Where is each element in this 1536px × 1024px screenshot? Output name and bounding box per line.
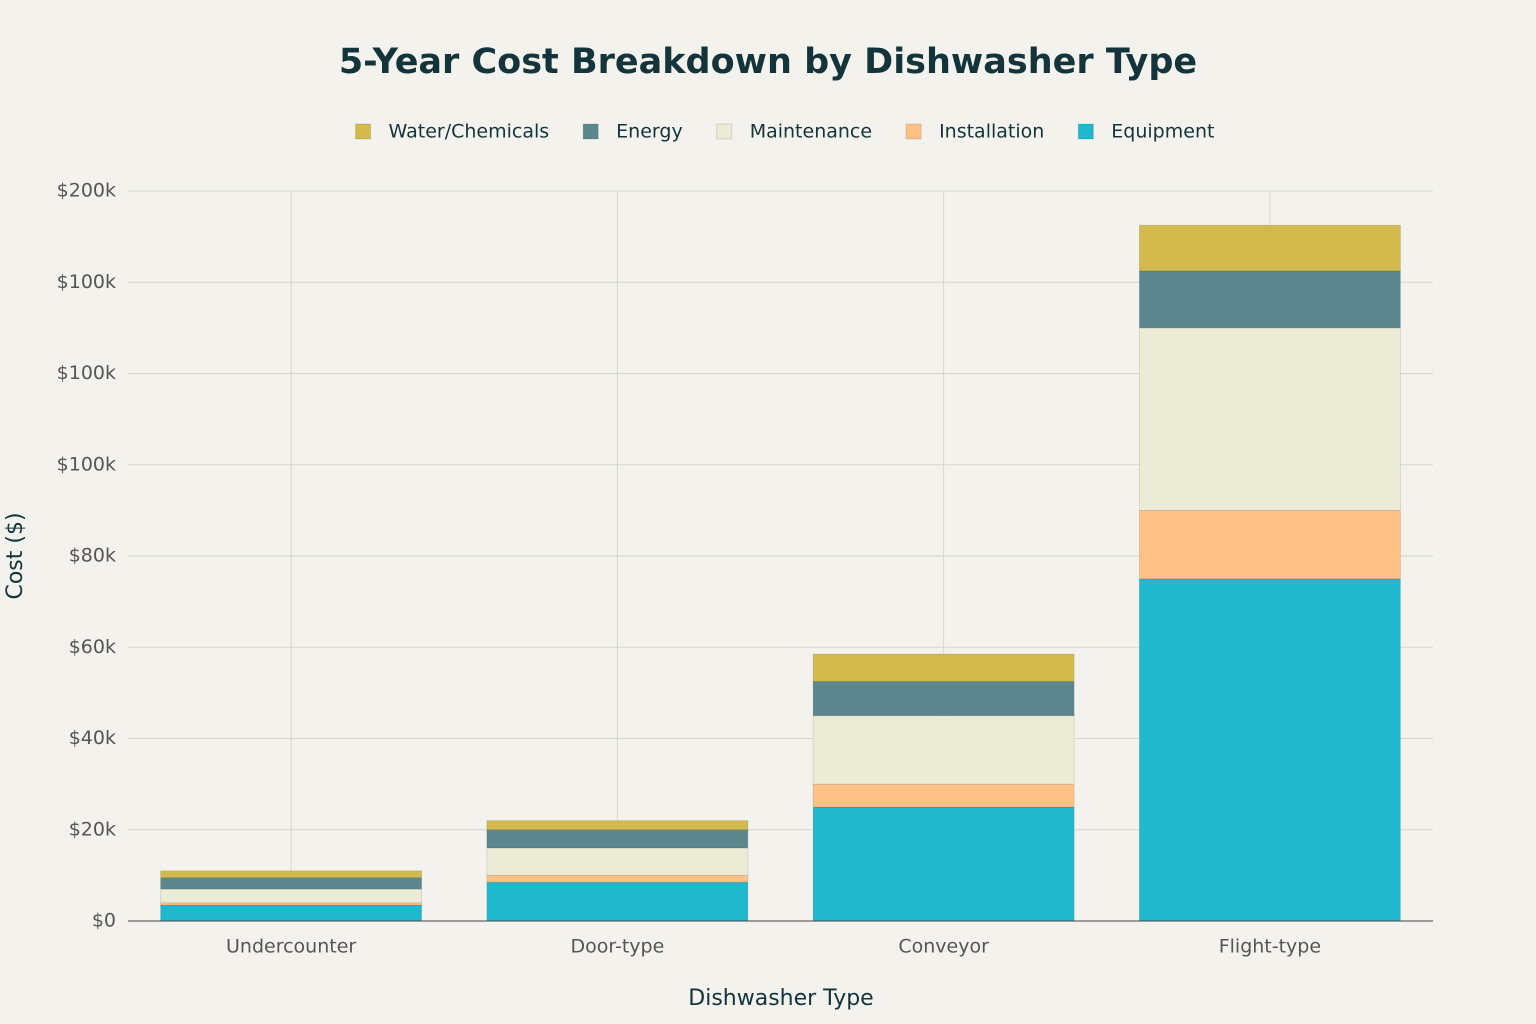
y-tick-label: $60k [69, 636, 116, 658]
legend-label: Energy [616, 121, 683, 143]
bar-segment [812, 653, 1075, 682]
legend-swatch [582, 123, 599, 140]
legend-label: Water/Chemicals [389, 121, 550, 143]
y-tick-label: $200k [57, 180, 116, 202]
bar-segment [812, 806, 1075, 922]
y-axis-title: Cost ($) [3, 512, 28, 599]
bar-segment [160, 888, 423, 904]
bar-segment [1138, 270, 1401, 329]
y-tick-label: $20k [69, 818, 116, 840]
y-tick-label: $0 [92, 910, 116, 932]
x-axis-title: Dishwasher Type [688, 986, 873, 1011]
y-tick-label: $100k [57, 453, 116, 475]
x-tick-label: Door-type [570, 936, 664, 958]
legend-swatch [716, 123, 733, 140]
bar-segment [160, 904, 423, 922]
legend: Water/Chemicals Energy Maintenance Installa… [355, 121, 1214, 143]
y-tick-label: $100k [57, 362, 116, 384]
bar-segment [1138, 327, 1401, 511]
bar-segment [812, 715, 1075, 785]
chart-title: 5-Year Cost Breakdown by Dishwasher Type [339, 42, 1197, 82]
legend-swatch [905, 123, 922, 140]
bar-segment [812, 681, 1075, 717]
y-tick-label: $100k [57, 271, 116, 293]
bar-segment [486, 881, 749, 922]
bar-segment [160, 870, 423, 879]
x-tick-label: Conveyor [898, 936, 989, 958]
legend-label: Maintenance [750, 121, 872, 143]
bar-segment [1138, 224, 1401, 272]
bar-segment [486, 847, 749, 876]
bar-segment [160, 877, 423, 890]
y-tick-label: $40k [69, 727, 116, 749]
bar-segment [486, 820, 749, 831]
bar-segment [486, 829, 749, 849]
legend-swatch [1077, 123, 1094, 140]
legend-label: Equipment [1111, 121, 1214, 143]
y-tick-label: $80k [69, 545, 116, 567]
x-tick-label: Flight-type [1219, 936, 1321, 958]
bar-segment [1138, 578, 1401, 922]
legend-label: Installation [939, 121, 1044, 143]
bar-segment [812, 783, 1075, 808]
bar-segment [486, 874, 749, 883]
x-tick-label: Undercounter [226, 936, 356, 958]
legend-swatch [355, 123, 372, 140]
bar-segment [1138, 509, 1401, 580]
